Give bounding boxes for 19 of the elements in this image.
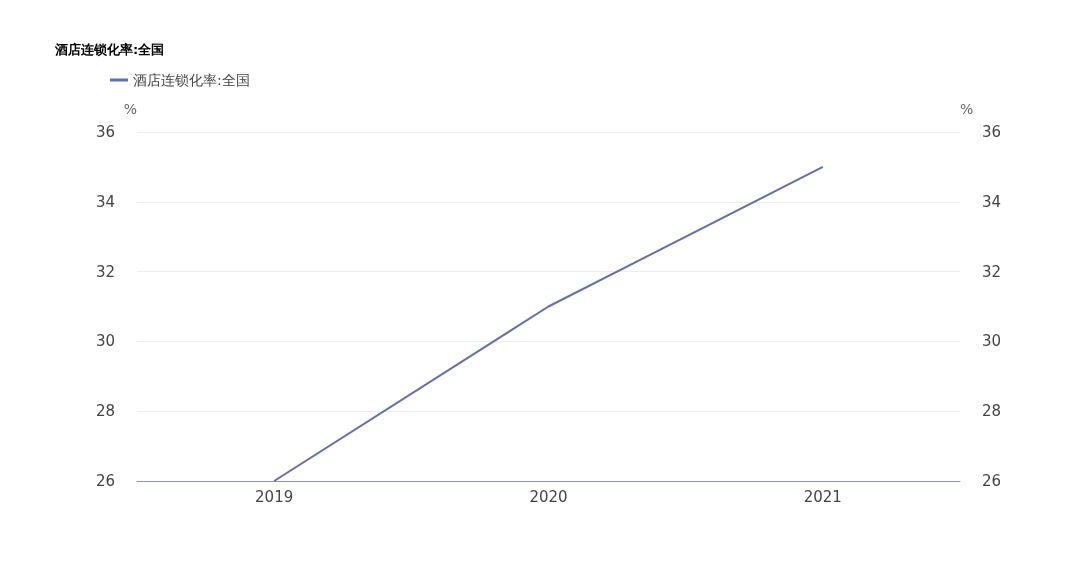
y-tick-label: 32	[95, 262, 115, 281]
y-tick-label: 36	[95, 123, 115, 141]
x-tick-label: 2021	[803, 487, 842, 506]
x-tick-label: 2020	[529, 487, 568, 506]
y2-tick-label: 26	[982, 472, 1002, 490]
y2-tick-label: 28	[982, 402, 1002, 421]
y2-axis-title: %	[960, 101, 974, 117]
y2-tick-label: 30	[982, 332, 1002, 351]
y-tick-label: 30	[95, 332, 115, 351]
chart-title: 酒店连锁化率:全国	[54, 42, 165, 57]
x-tick-label: 2019	[255, 487, 294, 506]
y2-tick-label: 32	[982, 262, 1002, 281]
y2-tick-label: 34	[982, 192, 1002, 211]
y-tick-label: 34	[95, 192, 115, 211]
y-tick-label: 28	[95, 402, 115, 421]
y2-tick-label: 36	[982, 123, 1002, 141]
y-axis-title: %	[123, 101, 137, 117]
legend-label: 酒店连锁化率:全国	[133, 72, 250, 88]
y-tick-label: 26	[95, 472, 115, 490]
